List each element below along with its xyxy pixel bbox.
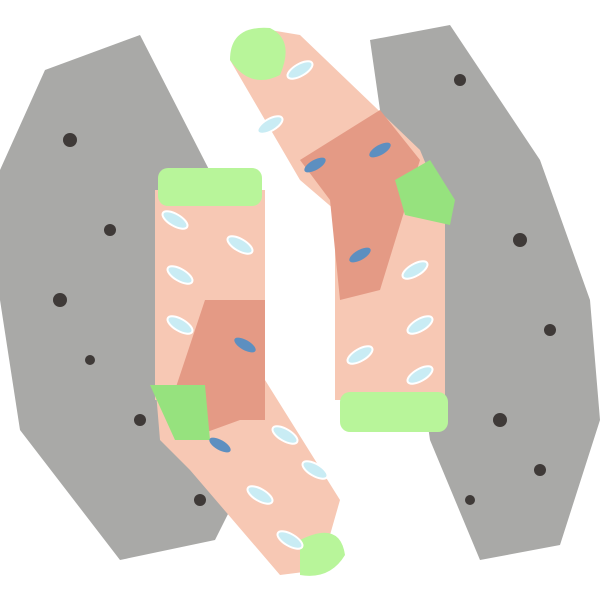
sock-cuff [340,392,448,432]
sock-heel [150,385,210,440]
sock-toe [300,532,345,576]
fabric-pattern [53,74,556,506]
right-sock [230,27,455,432]
sock-cuff [158,168,262,206]
dolphin-pattern-dark [209,142,391,453]
dolphin-pattern [161,60,434,550]
gray-fabric [370,25,600,560]
left-sock [150,168,345,576]
sock-stripe [300,110,420,300]
sock-toe [230,27,286,80]
sock-heel [395,160,455,225]
